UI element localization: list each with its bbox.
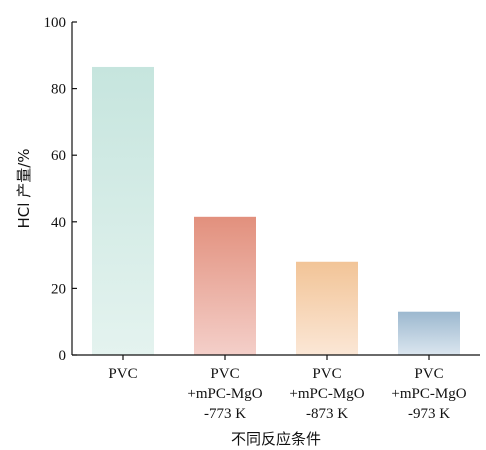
x-tick-label: -973 K (408, 406, 450, 422)
bar (398, 311, 460, 355)
bar (194, 216, 256, 355)
x-tick-labels: PVC PVC +mPC-MgO -773 K PVC +mPC-MgO -873 K PVC… (108, 355, 467, 422)
x-tick-label: PVC (312, 366, 341, 382)
x-tick-label: -873 K (306, 406, 348, 422)
y-tick-label: 100 (44, 15, 67, 31)
x-tick-label: -773 K (204, 406, 246, 422)
x-tick-label: PVC (108, 366, 137, 382)
y-tick-label: 40 (51, 215, 66, 231)
bar (296, 261, 358, 355)
y-axis-title: HCl 产量/% (15, 149, 33, 229)
y-tick-label: 0 (59, 348, 67, 364)
y-tick-label: 60 (51, 148, 66, 164)
x-axis-title: 不同反应条件 (231, 430, 321, 448)
bar (92, 66, 154, 355)
x-tick-label: +mPC-MgO (391, 386, 466, 402)
axes-layer (71, 22, 480, 356)
y-tick-label: 20 (51, 281, 66, 297)
x-tick-label: PVC (414, 366, 443, 382)
x-tick-label: +mPC-MgO (187, 386, 262, 402)
y-ticks: 0 20 40 60 80 100 (44, 15, 77, 364)
bars-layer (92, 66, 460, 355)
x-tick-label: +mPC-MgO (289, 386, 364, 402)
y-tick-label: 80 (51, 82, 66, 98)
x-tick-label: PVC (210, 366, 239, 382)
